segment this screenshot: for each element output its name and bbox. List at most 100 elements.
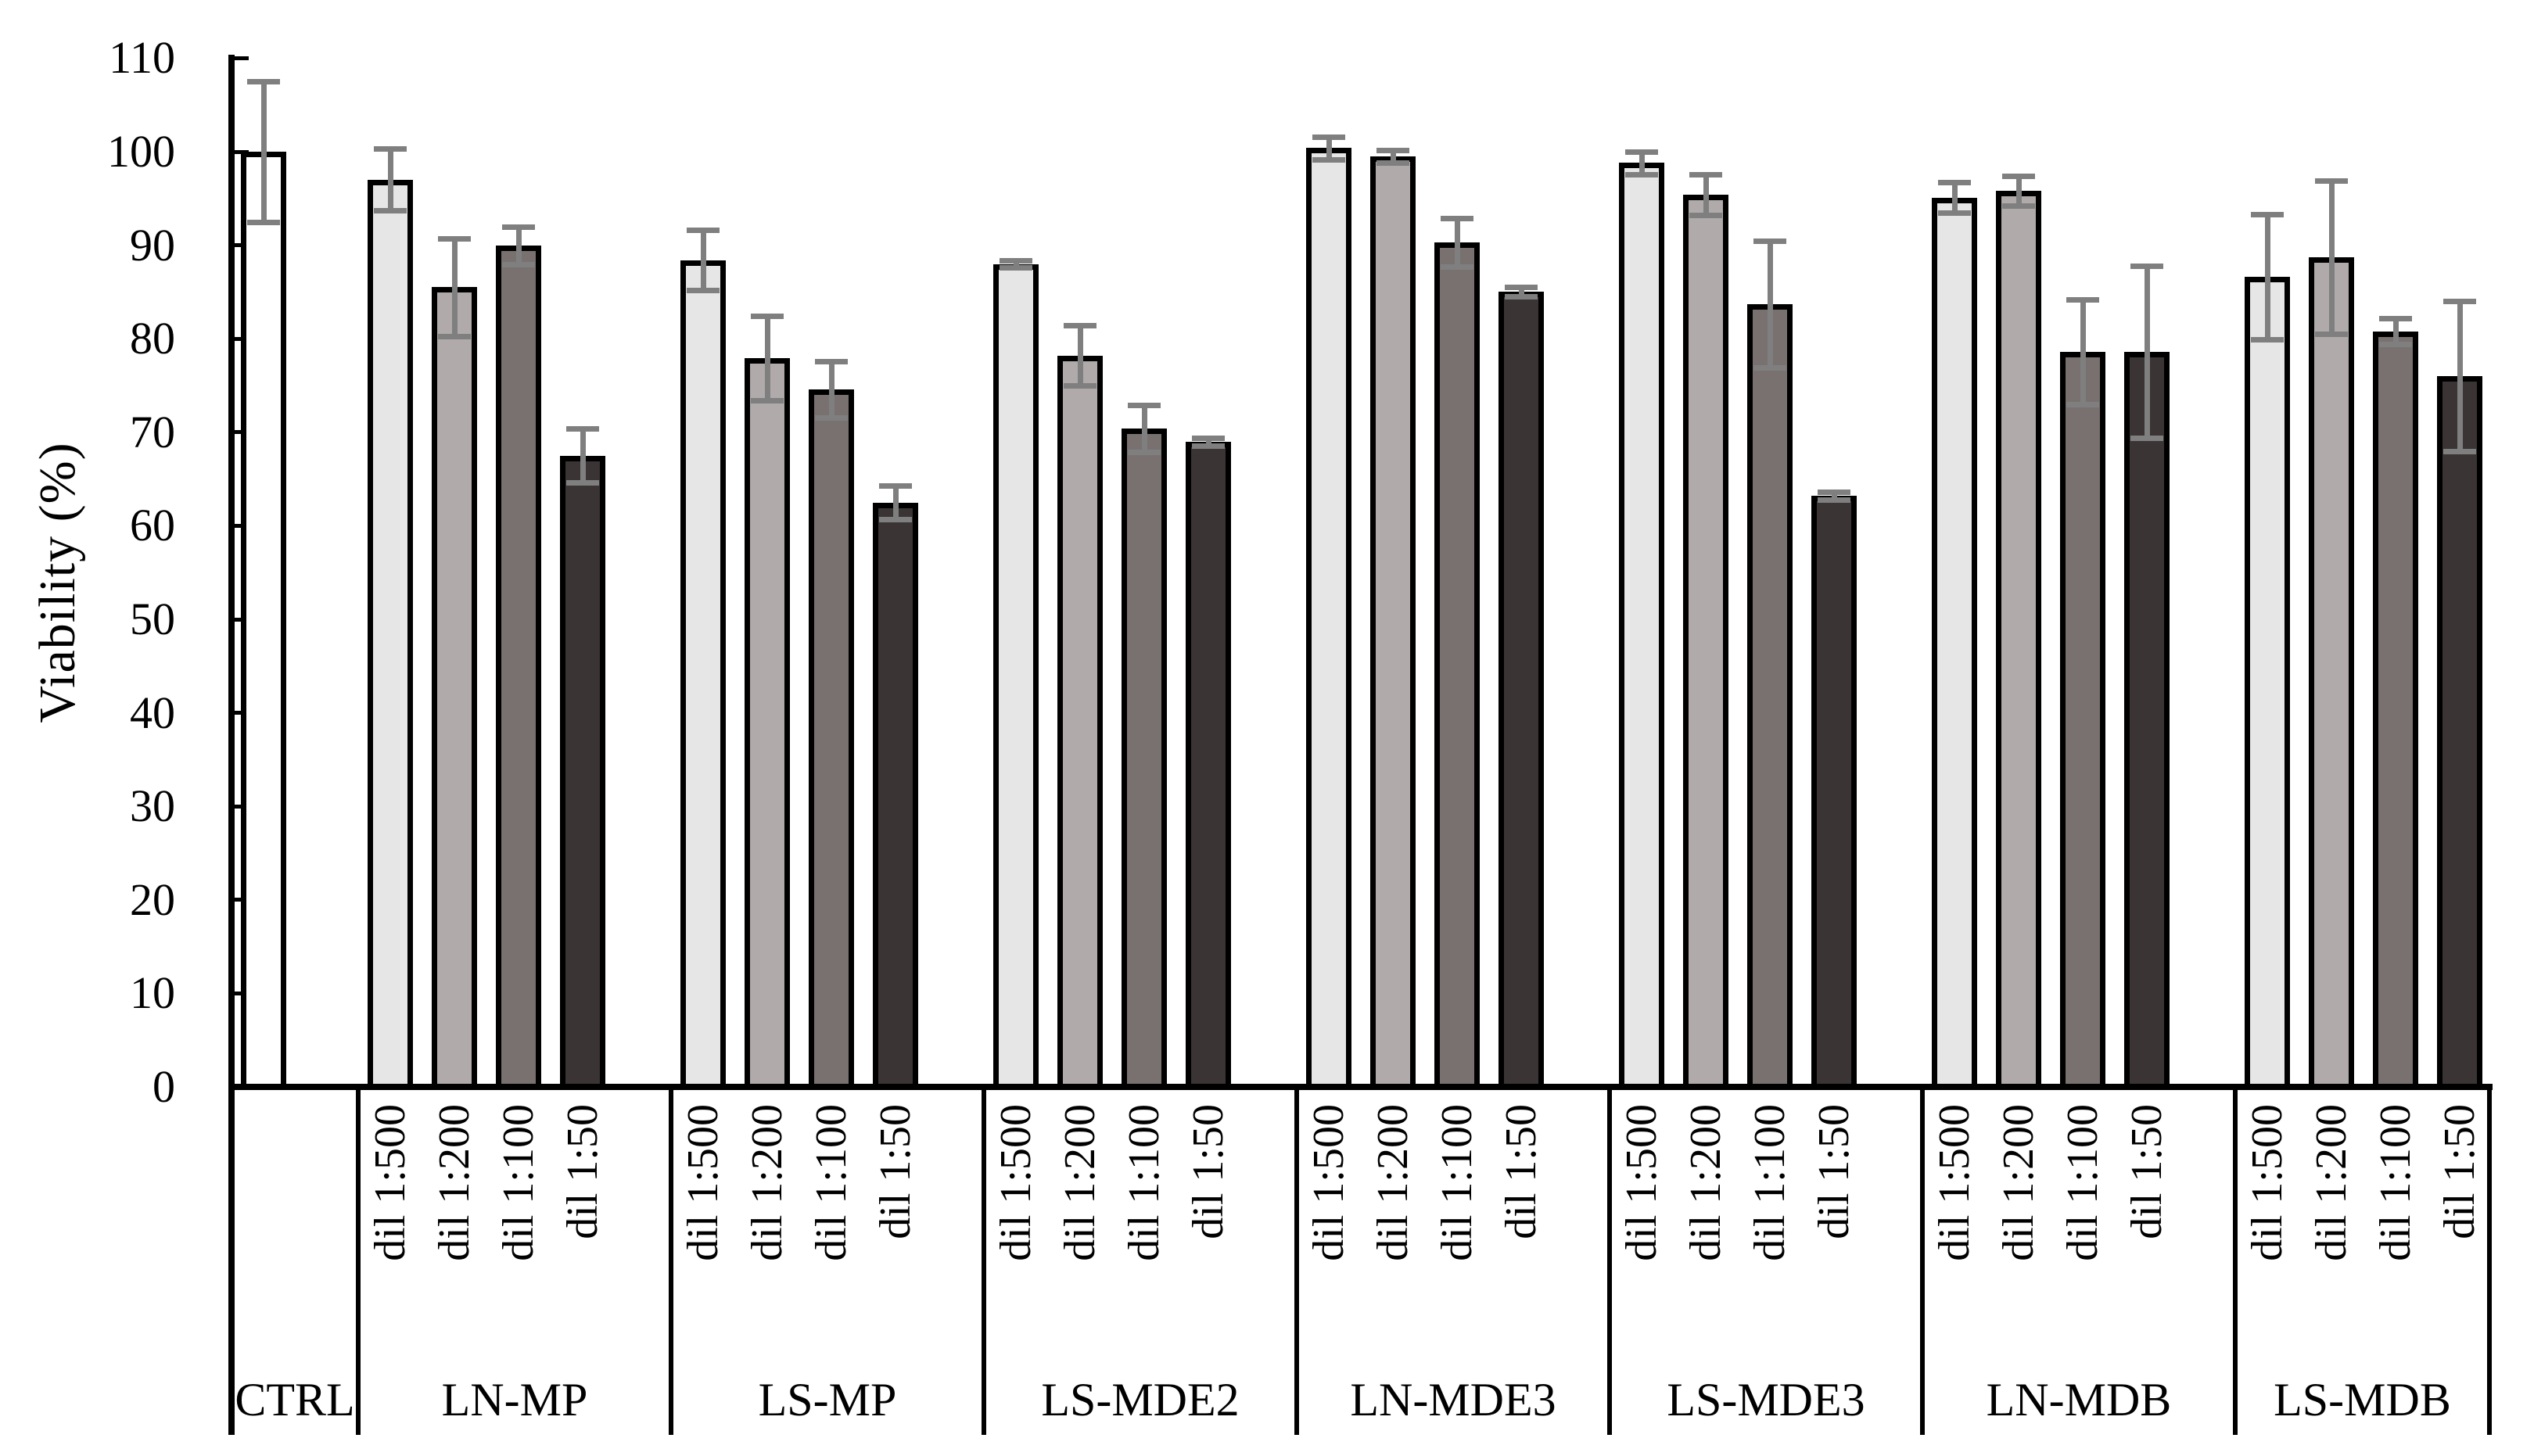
error-bar-line (1518, 287, 1524, 297)
dilution-label: dil 1:200 (1369, 1104, 1417, 1261)
y-axis-title: Viability (%) (29, 442, 86, 723)
bar-LS-MDB-dil-1:50 (2437, 376, 2482, 1090)
dilution-label: dil 1:50 (2123, 1104, 2171, 1239)
error-bar-line (1205, 437, 1211, 446)
bar-LS-MDB-dil-1:500 (2245, 277, 2290, 1090)
error-bar-cap-top (1689, 171, 1722, 178)
dilution-label: dil 1:100 (494, 1104, 543, 1261)
error-bar-line (2144, 265, 2150, 438)
error-bar-cap-bottom (374, 208, 407, 214)
error-bar-cap-bottom (1441, 264, 1473, 271)
bar-LS-MDE2-dil-1:200 (1057, 355, 1103, 1090)
y-tick-label: 10 (130, 967, 175, 1019)
error-bar-cap-top (1000, 257, 1032, 264)
group-label: LN-MDB (1986, 1374, 2172, 1426)
error-bar-cap-bottom (1064, 383, 1097, 389)
error-bar-cap-bottom (2379, 342, 2412, 348)
error-bar-cap-top (687, 228, 720, 234)
y-tick-label: 90 (130, 219, 175, 271)
bar-LN-MP-dil-1:50 (560, 455, 605, 1090)
group-divider (2487, 1087, 2492, 1435)
error-bar-cap-top (1441, 215, 1473, 221)
error-bar-cap-bottom (2315, 332, 2348, 338)
bar-LN-MDB-dil-1:500 (1932, 197, 1977, 1090)
error-bar-cap-top (2315, 178, 2348, 185)
bar-LN-MDE3-dil-1:500 (1306, 148, 1351, 1090)
dilution-label: dil 1:200 (1056, 1104, 1104, 1261)
group-divider (2233, 1087, 2238, 1435)
bar-LN-MDE3-dil-1:50 (1499, 292, 1544, 1090)
dilution-label: dil 1:500 (2243, 1104, 2292, 1261)
group-divider (1920, 1087, 1925, 1435)
error-bar-cap-top (1625, 149, 1658, 155)
bar-LS-MP-dil-1:50 (873, 502, 918, 1090)
dilution-label: dil 1:500 (1617, 1104, 1666, 1261)
y-tick-label: 50 (130, 594, 175, 644)
y-tick (228, 56, 249, 60)
y-tick-label: 0 (153, 1061, 175, 1112)
error-bar-cap-top (502, 224, 535, 230)
bar-LS-MP-dil-1:200 (745, 358, 790, 1090)
error-bar-cap-top (2251, 212, 2284, 218)
dilution-label: dil 1:100 (1120, 1104, 1168, 1261)
error-bar-cap-top (1192, 435, 1225, 441)
error-bar-line (1454, 217, 1460, 267)
error-bar-cap-top (1753, 238, 1786, 244)
error-bar-line (2457, 301, 2463, 451)
error-bar-line (1390, 149, 1396, 163)
error-bar-cap-top (2443, 299, 2476, 305)
bar-LN-MDB-dil-1:100 (2060, 351, 2105, 1090)
error-bar-cap-bottom (2130, 435, 2163, 441)
y-tick (228, 243, 249, 248)
group-label: CTRL (235, 1374, 355, 1426)
dilution-label: dil 1:100 (1433, 1104, 1481, 1261)
error-bar-cap-bottom (1818, 497, 1850, 503)
error-bar-cap-top (815, 358, 848, 364)
bar-LS-MDB-dil-1:100 (2373, 331, 2418, 1090)
y-tick-label: 60 (130, 500, 175, 551)
error-bar-line (2392, 317, 2399, 345)
bar-LN-MDE3-dil-1:100 (1434, 242, 1480, 1090)
dilution-label: dil 1:100 (807, 1104, 856, 1261)
error-bar-cap-bottom (502, 261, 535, 267)
error-bar-line (260, 81, 267, 222)
bar-LS-MDB-dil-1:200 (2309, 257, 2354, 1090)
y-axis-line (228, 55, 235, 1435)
group-divider (1294, 1087, 1299, 1435)
error-bar-cap-bottom (815, 414, 848, 421)
dilution-label: dil 1:50 (1184, 1104, 1233, 1239)
bar-LS-MP-dil-1:100 (809, 389, 854, 1090)
dilution-label: dil 1:50 (558, 1104, 607, 1239)
y-tick (228, 149, 249, 154)
group-label: LN-MDE3 (1350, 1374, 1556, 1426)
bar-LS-MP-dil-1:500 (680, 260, 726, 1090)
error-bar-cap-top (1312, 134, 1345, 140)
bar-CTRL-CTRL (241, 152, 286, 1090)
error-bar-cap-top (1128, 403, 1161, 409)
error-bar-cap-top (438, 236, 471, 242)
dilution-label: dil 1:200 (1682, 1104, 1730, 1261)
bar-LN-MDE3-dil-1:200 (1370, 156, 1416, 1090)
error-bar-line (580, 429, 586, 483)
error-bar-cap-top (1064, 323, 1097, 329)
error-bar-cap-bottom (1000, 265, 1032, 271)
bar-LN-MP-dil-1:500 (368, 179, 413, 1090)
error-bar-line (1951, 182, 1958, 213)
error-bar-cap-bottom (1938, 210, 1971, 216)
error-bar-cap-top (751, 314, 784, 320)
group-label: LS-MDB (2274, 1374, 2451, 1426)
error-bar-cap-bottom (1128, 449, 1161, 455)
error-bar-line (1077, 325, 1083, 386)
dilution-label: dil 1:200 (1994, 1104, 2043, 1261)
y-tick-label: 100 (107, 126, 175, 177)
error-bar-cap-bottom (2002, 203, 2035, 210)
error-bar-cap-bottom (566, 480, 599, 486)
y-tick (228, 991, 249, 995)
group-divider (1607, 1087, 1612, 1435)
dilution-label: dil 1:200 (743, 1104, 791, 1261)
error-bar-cap-top (2002, 174, 2035, 180)
error-bar-line (2015, 176, 2022, 206)
dilution-label: dil 1:500 (1305, 1104, 1353, 1261)
error-bar-line (1013, 260, 1019, 268)
